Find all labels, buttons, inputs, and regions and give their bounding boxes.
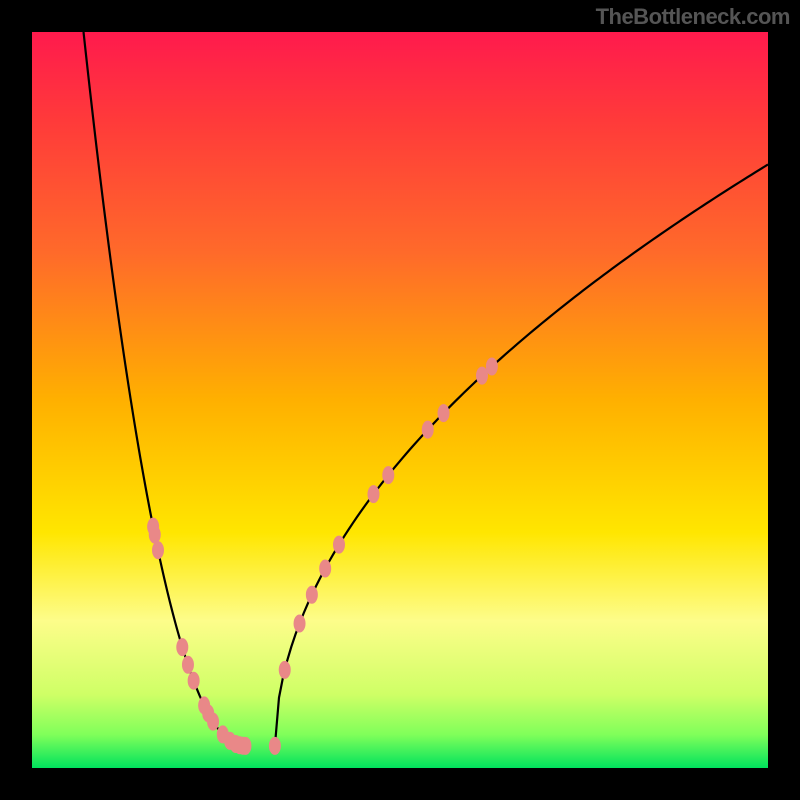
- data-marker: [176, 638, 188, 656]
- data-marker: [486, 358, 498, 376]
- data-marker: [368, 485, 380, 503]
- data-marker: [239, 737, 251, 755]
- data-marker: [382, 466, 394, 484]
- gradient-background: [32, 32, 768, 768]
- data-marker: [438, 404, 450, 422]
- data-marker: [333, 536, 345, 554]
- data-marker: [207, 713, 219, 731]
- chart-plot: [32, 32, 768, 768]
- data-marker: [182, 656, 194, 674]
- data-marker: [279, 661, 291, 679]
- data-marker: [294, 614, 306, 632]
- data-marker: [269, 737, 281, 755]
- data-marker: [422, 421, 434, 439]
- chart-container: TheBottleneck.com: [0, 0, 800, 800]
- watermark-text: TheBottleneck.com: [596, 4, 790, 30]
- data-marker: [149, 526, 161, 544]
- data-marker: [319, 560, 331, 578]
- data-marker: [188, 672, 200, 690]
- data-marker: [152, 541, 164, 559]
- data-marker: [306, 586, 318, 604]
